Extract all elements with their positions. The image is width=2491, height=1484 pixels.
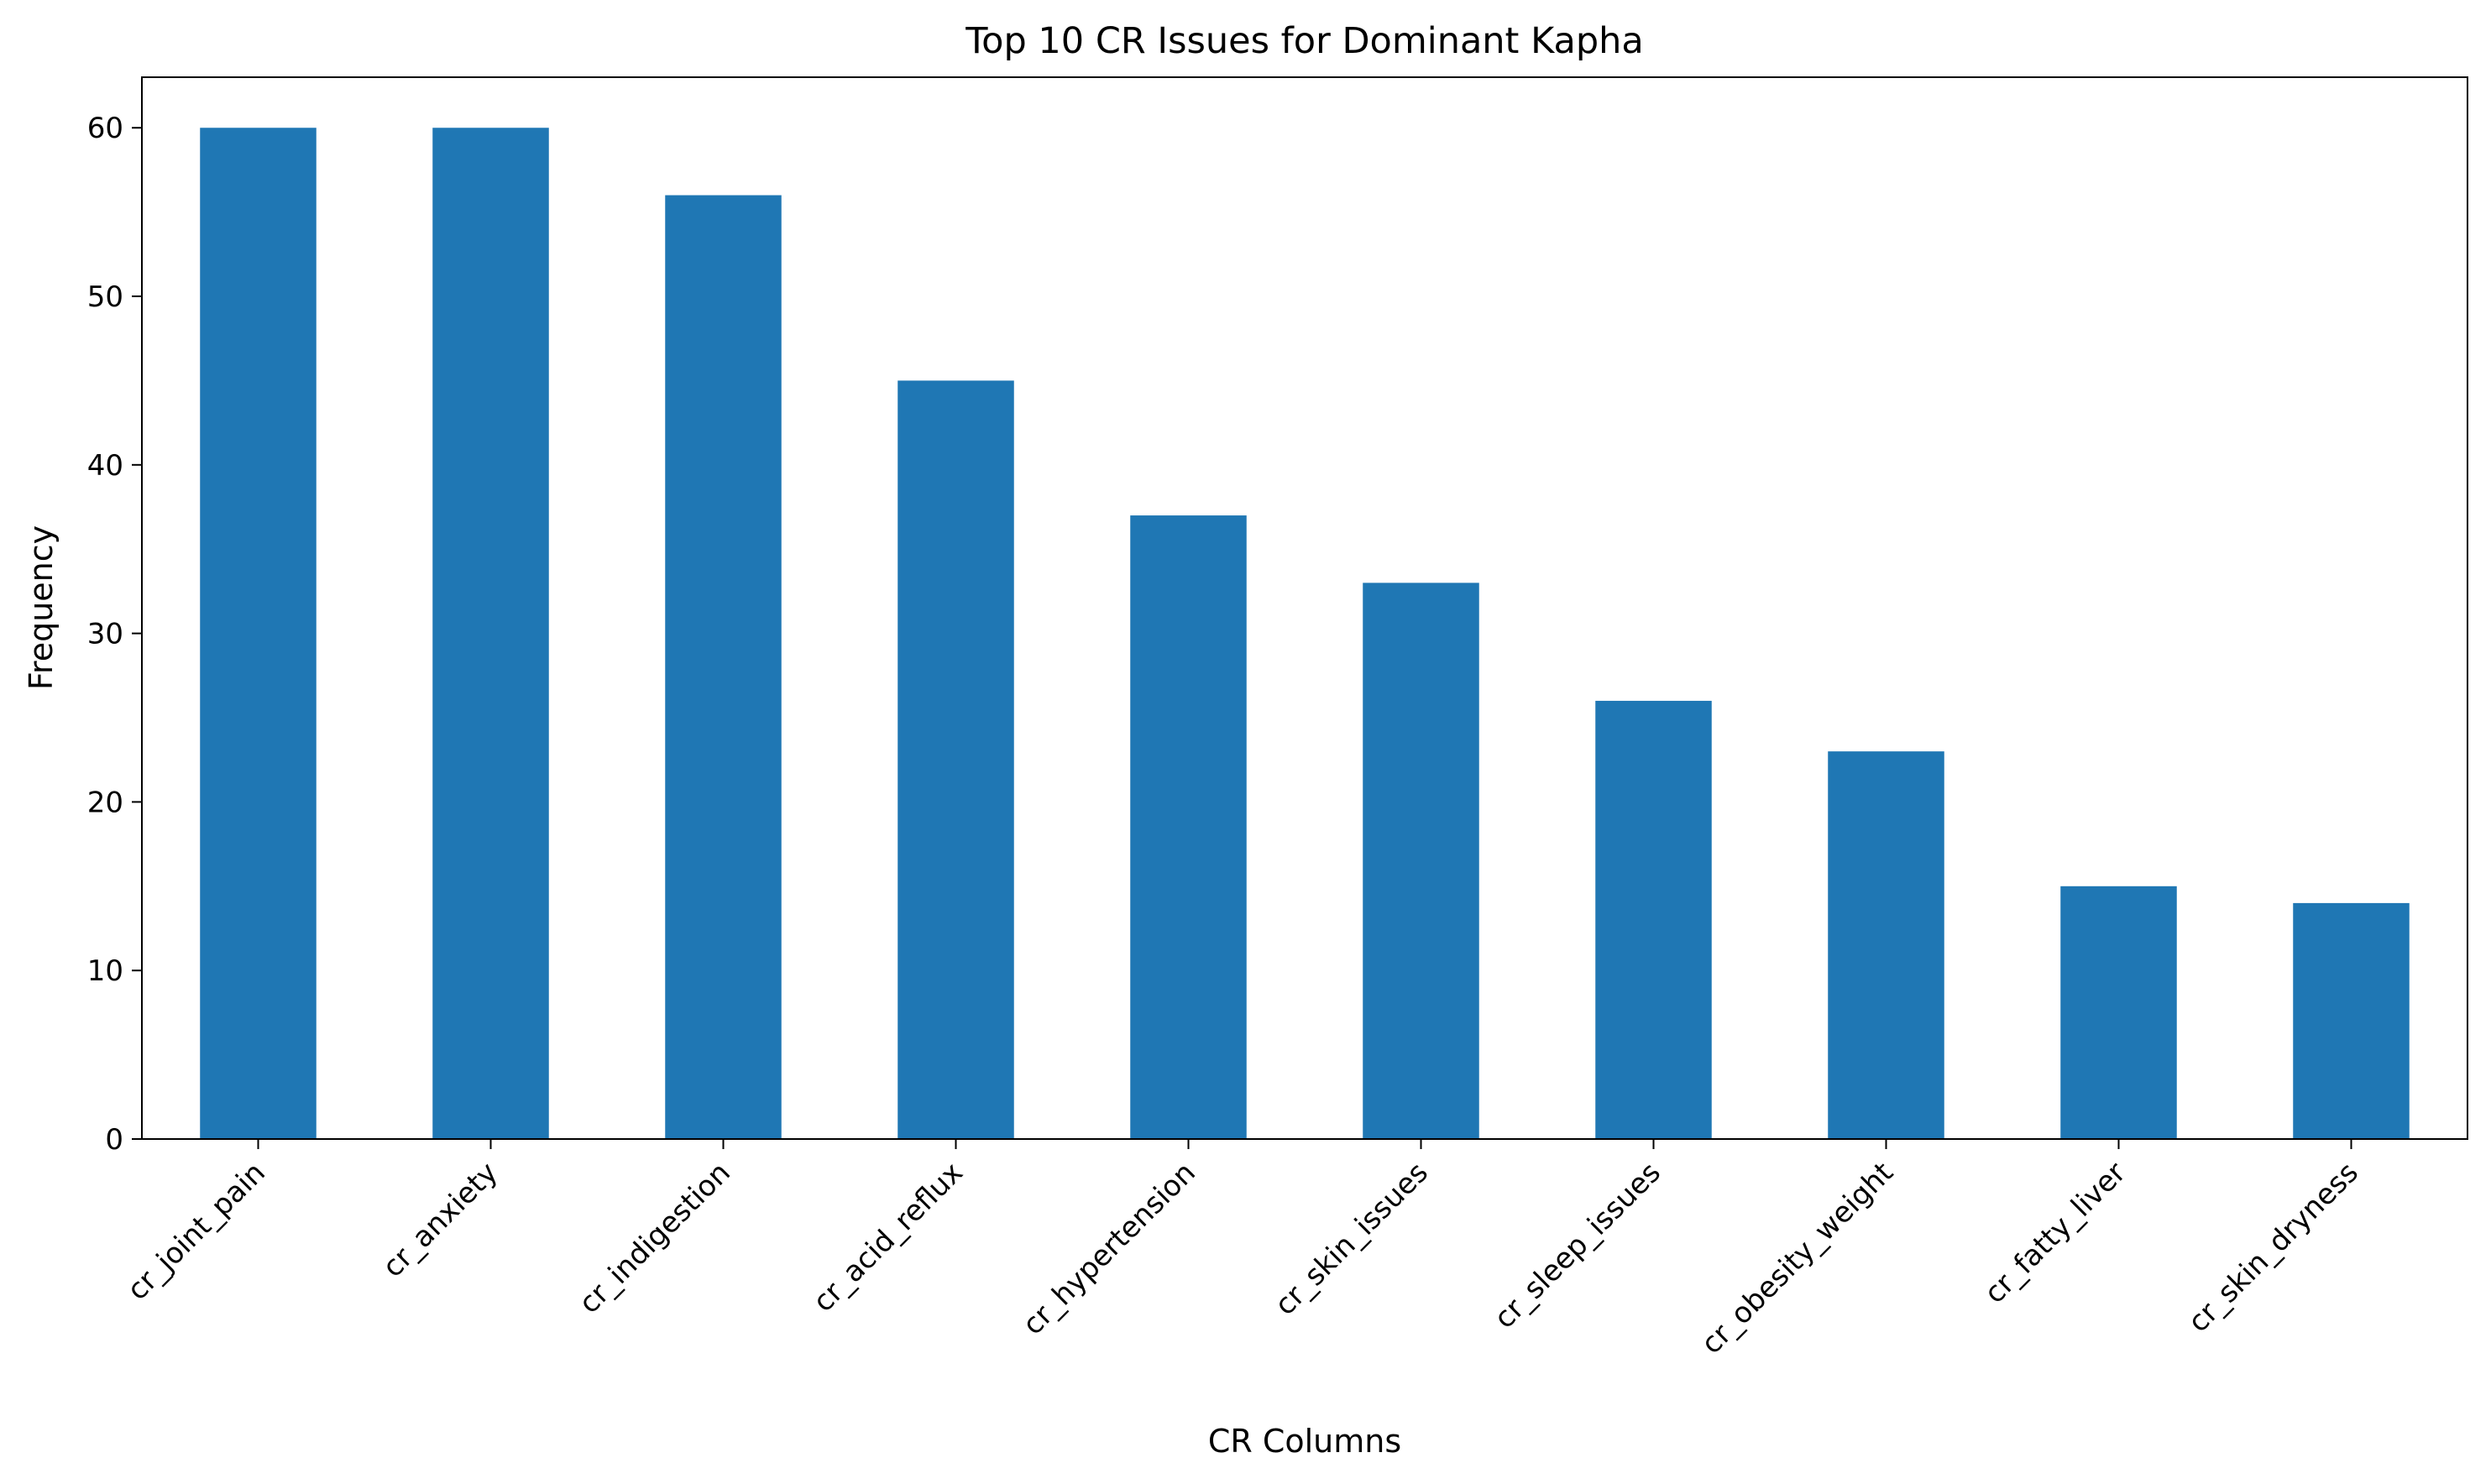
bar-cr_sleep_issues bbox=[1595, 700, 1712, 1139]
x-tick-label: cr_hypertension bbox=[1016, 1156, 1201, 1341]
x-tick-label: cr_acid_reflux bbox=[807, 1156, 970, 1319]
chart-title: Top 10 CR Issues for Dominant Kapha bbox=[965, 20, 1644, 62]
y-tick-label: 60 bbox=[87, 112, 123, 145]
x-tick-label: cr_indigestion bbox=[573, 1156, 737, 1320]
x-tick-label: cr_obesity_weight bbox=[1695, 1156, 1900, 1361]
y-axis-ticks: 0 10 20 30 40 50 60 bbox=[87, 112, 142, 1157]
x-axis-ticks: cr_joint_pain cr_anxiety cr_indigestion cr_… bbox=[121, 1139, 2365, 1361]
y-tick-label: 10 bbox=[87, 954, 123, 988]
x-axis-label: CR Columns bbox=[1208, 1423, 1401, 1460]
bar-cr_joint_pain bbox=[200, 128, 317, 1140]
y-tick-label: 40 bbox=[87, 449, 123, 483]
y-tick-label: 20 bbox=[87, 786, 123, 819]
y-axis-label: Frequency bbox=[23, 525, 60, 690]
x-tick-label: cr_joint_pain bbox=[121, 1156, 272, 1307]
x-tick-label: cr_skin_issues bbox=[1269, 1156, 1435, 1322]
bar-cr_anxiety bbox=[432, 128, 549, 1140]
x-tick-label: cr_sleep_issues bbox=[1488, 1156, 1667, 1335]
y-tick-label: 0 bbox=[105, 1123, 123, 1157]
bar-cr_indigestion bbox=[665, 195, 782, 1140]
y-tick-label: 50 bbox=[87, 280, 123, 314]
bar-cr_acid_reflux bbox=[897, 380, 1014, 1139]
x-tick-label: cr_skin_dryness bbox=[2182, 1156, 2365, 1339]
plot-frame bbox=[141, 76, 2468, 1140]
bars-group bbox=[200, 128, 2410, 1140]
x-tick-label: cr_anxiety bbox=[376, 1156, 505, 1284]
bar-cr_skin_issues bbox=[1363, 583, 1479, 1139]
x-tick-label: cr_fatty_liver bbox=[1978, 1156, 2133, 1310]
bar-cr_hypertension bbox=[1130, 515, 1247, 1139]
bar-cr_skin_dryness bbox=[2293, 902, 2410, 1139]
y-tick-label: 30 bbox=[87, 618, 123, 651]
bar-cr_fatty_liver bbox=[2060, 886, 2177, 1139]
bar-cr_obesity_weight bbox=[1828, 751, 1944, 1139]
